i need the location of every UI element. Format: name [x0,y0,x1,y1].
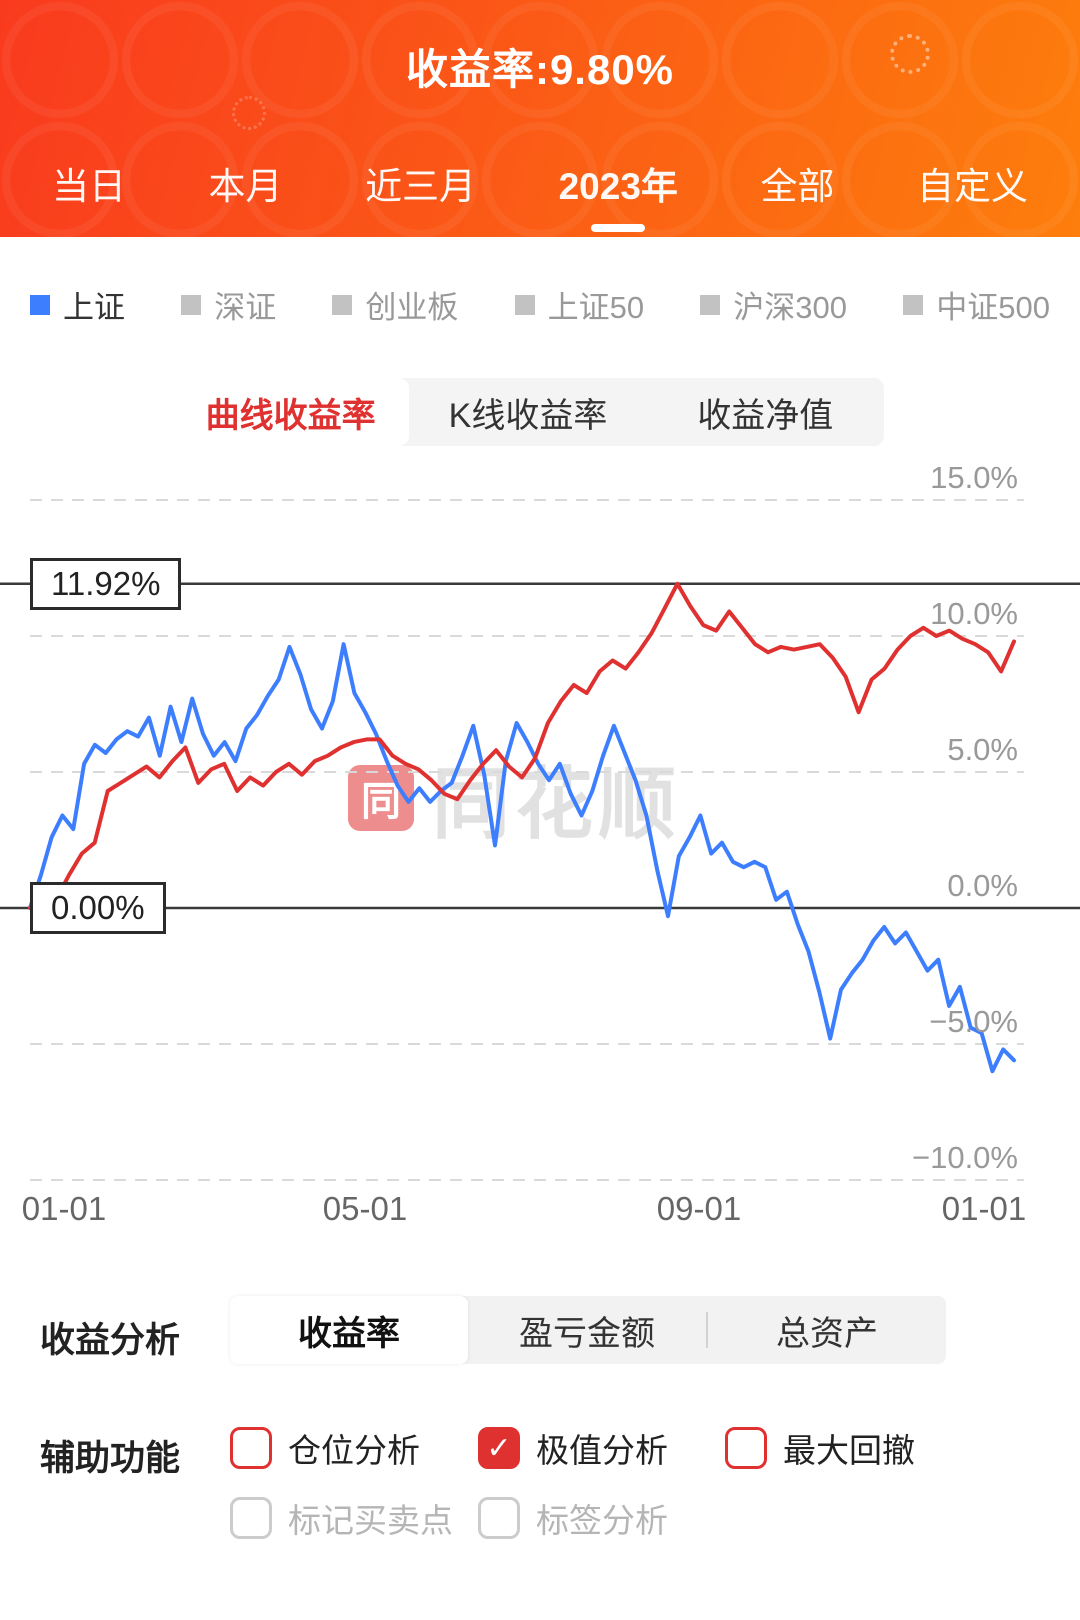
legend-label: 深证 [214,290,277,325]
tab-last-3-months[interactable]: 近三月 [365,156,476,240]
analysis-tabs: 收益率 盈亏金额 总资产 [230,1296,946,1364]
legend-chinext[interactable]: 创业板 [332,282,458,327]
legend-sse50[interactable]: 上证50 [514,282,645,327]
tab-label: 2023年 [558,166,678,207]
checkbox-icon [230,1497,272,1539]
checkbox-label: 标记买卖点 [288,1502,453,1539]
tab-label: 近三月 [365,166,477,207]
tab-return-rate[interactable]: 收益率 [230,1296,468,1364]
tab-profit-amount[interactable]: 盈亏金额 [519,1314,655,1353]
checkbox-icon [478,1497,520,1539]
checkbox-tag-analysis[interactable]: 标签分析 [478,1494,668,1542]
tab-this-month[interactable]: 本月 [209,156,283,240]
legend-label: 沪深300 [733,290,848,325]
tab-label: 全部 [760,166,835,207]
y-axis-tick-label: 5.0% [947,732,1018,767]
legend-label: 上证50 [547,290,645,325]
tab-net-value[interactable]: 收益净值 [697,396,834,435]
y-axis-tick-label: 15.0% [930,460,1018,495]
checkbox-mark-trades[interactable]: 标记买卖点 [230,1494,453,1542]
marker-label: 11.92% [30,558,182,610]
legend-szse[interactable]: 深证 [181,282,276,327]
legend-label: 中证500 [936,290,1050,325]
y-axis-tick-label: −10.0% [911,1140,1018,1175]
checkbox-icon [725,1427,767,1469]
checkbox-label: 极值分析 [536,1432,668,1469]
legend-csi300[interactable]: 沪深300 [700,282,847,327]
legend-swatch-icon [332,294,353,315]
legend-swatch-icon [514,294,535,315]
legend-label: 创业板 [365,290,459,325]
page-title: 收益率:9.80% [405,46,675,93]
legend-swatch-icon [903,294,924,315]
tab-today[interactable]: 当日 [52,156,126,240]
tab-all[interactable]: 全部 [760,156,834,240]
tab-label: 自定义 [916,166,1028,207]
legend-label: 上证 [63,290,125,325]
x-axis-tick-label: 09-01 [656,1190,742,1227]
legend-csi500[interactable]: 中证500 [903,282,1050,327]
checkbox-extreme-analysis[interactable]: ✓ 极值分析 [478,1424,668,1472]
legend-sse[interactable]: 上证 [30,282,125,327]
divider [706,1312,708,1348]
header: 收益率:9.80% 当日 本月 近三月 2023年 全部 自定义 [0,0,1080,237]
x-axis-tick-label: 01-01 [941,1190,1027,1227]
tab-curve-return[interactable]: 曲线收益率 [172,378,410,446]
legend-swatch-icon [30,294,50,315]
tab-total-assets[interactable]: 总资产 [776,1314,878,1353]
checkbox-label: 最大回撤 [783,1432,915,1469]
tab-2023[interactable]: 2023年 [559,156,678,240]
checkbox-label: 标签分析 [536,1502,668,1539]
marker-label: 0.00% [30,882,166,934]
returns-chart[interactable]: 同 同花顺 15.0% 10.0% 5.0% 0.0% −5.0% −10.0% 01-0… [0,460,1080,1240]
tab-label: 当日 [52,166,126,207]
checkbox-position-analysis[interactable]: 仓位分析 [230,1424,420,1472]
period-tabs: 当日 本月 近三月 2023年 全部 自定义 [0,156,1080,240]
ths-logo-icon: 同 [348,765,414,831]
tab-underline [591,224,646,232]
x-axis-tick-label: 01-01 [21,1190,107,1227]
checkbox-icon [230,1427,272,1469]
analysis-section-label: 收益分析 [40,1321,181,1360]
chart-type-tabs: 曲线收益率 K线收益率 收益净值 [172,378,884,446]
index-legend: 上证 深证 创业板 上证50 沪深300 中证500 [0,282,1080,327]
checkbox-checked-icon: ✓ [478,1427,520,1469]
aux-section-label: 辅助功能 [40,1439,181,1478]
y-axis-tick-label: −5.0% [929,1004,1018,1039]
checkbox-max-drawdown[interactable]: 最大回撤 [725,1424,915,1472]
tab-custom[interactable]: 自定义 [917,156,1028,240]
circle-decor-icon [232,96,266,130]
tab-label: 本月 [208,166,283,207]
y-axis-tick-label: 0.0% [947,868,1018,903]
checkbox-label: 仓位分析 [288,1432,420,1469]
legend-swatch-icon [181,294,202,315]
y-axis-tick-label: 10.0% [930,596,1018,631]
tab-kline-return[interactable]: K线收益率 [448,396,608,435]
x-axis-tick-label: 05-01 [322,1190,408,1227]
legend-swatch-icon [700,294,721,315]
